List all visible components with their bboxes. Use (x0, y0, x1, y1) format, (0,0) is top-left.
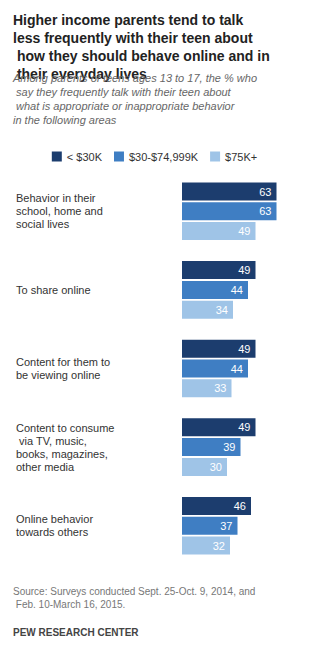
svg-text:30: 30 (210, 461, 222, 473)
svg-text:how they should behave online: how they should behave online and in (13, 48, 270, 64)
svg-text:be viewing online: be viewing online (16, 369, 100, 381)
svg-text:49: 49 (238, 343, 250, 355)
svg-text:books, magazines,: books, magazines, (16, 448, 111, 460)
svg-text:in the following areas: in the following areas (13, 114, 117, 126)
svg-text:Content for them to: Content for them to (16, 356, 113, 368)
svg-text:social lives: social lives (16, 218, 70, 230)
svg-text:49: 49 (238, 264, 250, 276)
svg-text:49: 49 (238, 225, 250, 237)
svg-text:Feb. 10-March 16, 2015.: Feb. 10-March 16, 2015. (13, 599, 125, 610)
svg-text:44: 44 (231, 363, 243, 375)
svg-text:what is appropriate or inappro: what is appropriate or inappropriate beh… (13, 100, 237, 112)
svg-text:Source: Surveys conducted Sept: Source: Surveys conducted Sept. 25-Oct. … (13, 586, 255, 597)
svg-text:63: 63 (259, 186, 271, 198)
svg-text:< $30K: < $30K (67, 151, 103, 163)
svg-text:33: 33 (214, 382, 226, 394)
svg-text:39: 39 (223, 441, 235, 453)
svg-text:PEW RESEARCH CENTER: PEW RESEARCH CENTER (13, 627, 139, 638)
svg-text:63: 63 (259, 205, 271, 217)
svg-text:Behavior in their: Behavior in their (16, 192, 99, 204)
svg-text:Online behavior: Online behavior (16, 513, 96, 525)
svg-text:34: 34 (216, 304, 228, 316)
svg-text:To share online: To share online (16, 284, 91, 296)
svg-text:46: 46 (234, 500, 246, 512)
svg-text:towards others: towards others (16, 526, 89, 538)
svg-text:say they frequently talk with: say they frequently talk with their teen… (13, 86, 232, 98)
svg-text:school, home and: school, home and (16, 205, 106, 217)
svg-text:Among parents of teens ages 13: Among parents of teens ages 13 to 17, th… (12, 72, 257, 84)
svg-text:37: 37 (220, 520, 232, 532)
svg-text:32: 32 (213, 540, 225, 552)
svg-text:$30-$74,999K: $30-$74,999K (129, 151, 199, 163)
svg-text:other media: other media (16, 461, 75, 473)
svg-text:Higher income parents tend to: Higher income parents tend to talk (13, 12, 247, 28)
svg-text:via TV, music,: via TV, music, (16, 435, 90, 447)
svg-text:less frequently with their tee: less frequently with their teen about (13, 30, 253, 46)
svg-text:Content to consume: Content to consume (16, 422, 114, 434)
svg-text:$75K+: $75K+ (225, 151, 257, 163)
svg-text:49: 49 (238, 421, 250, 433)
svg-text:44: 44 (231, 284, 243, 296)
